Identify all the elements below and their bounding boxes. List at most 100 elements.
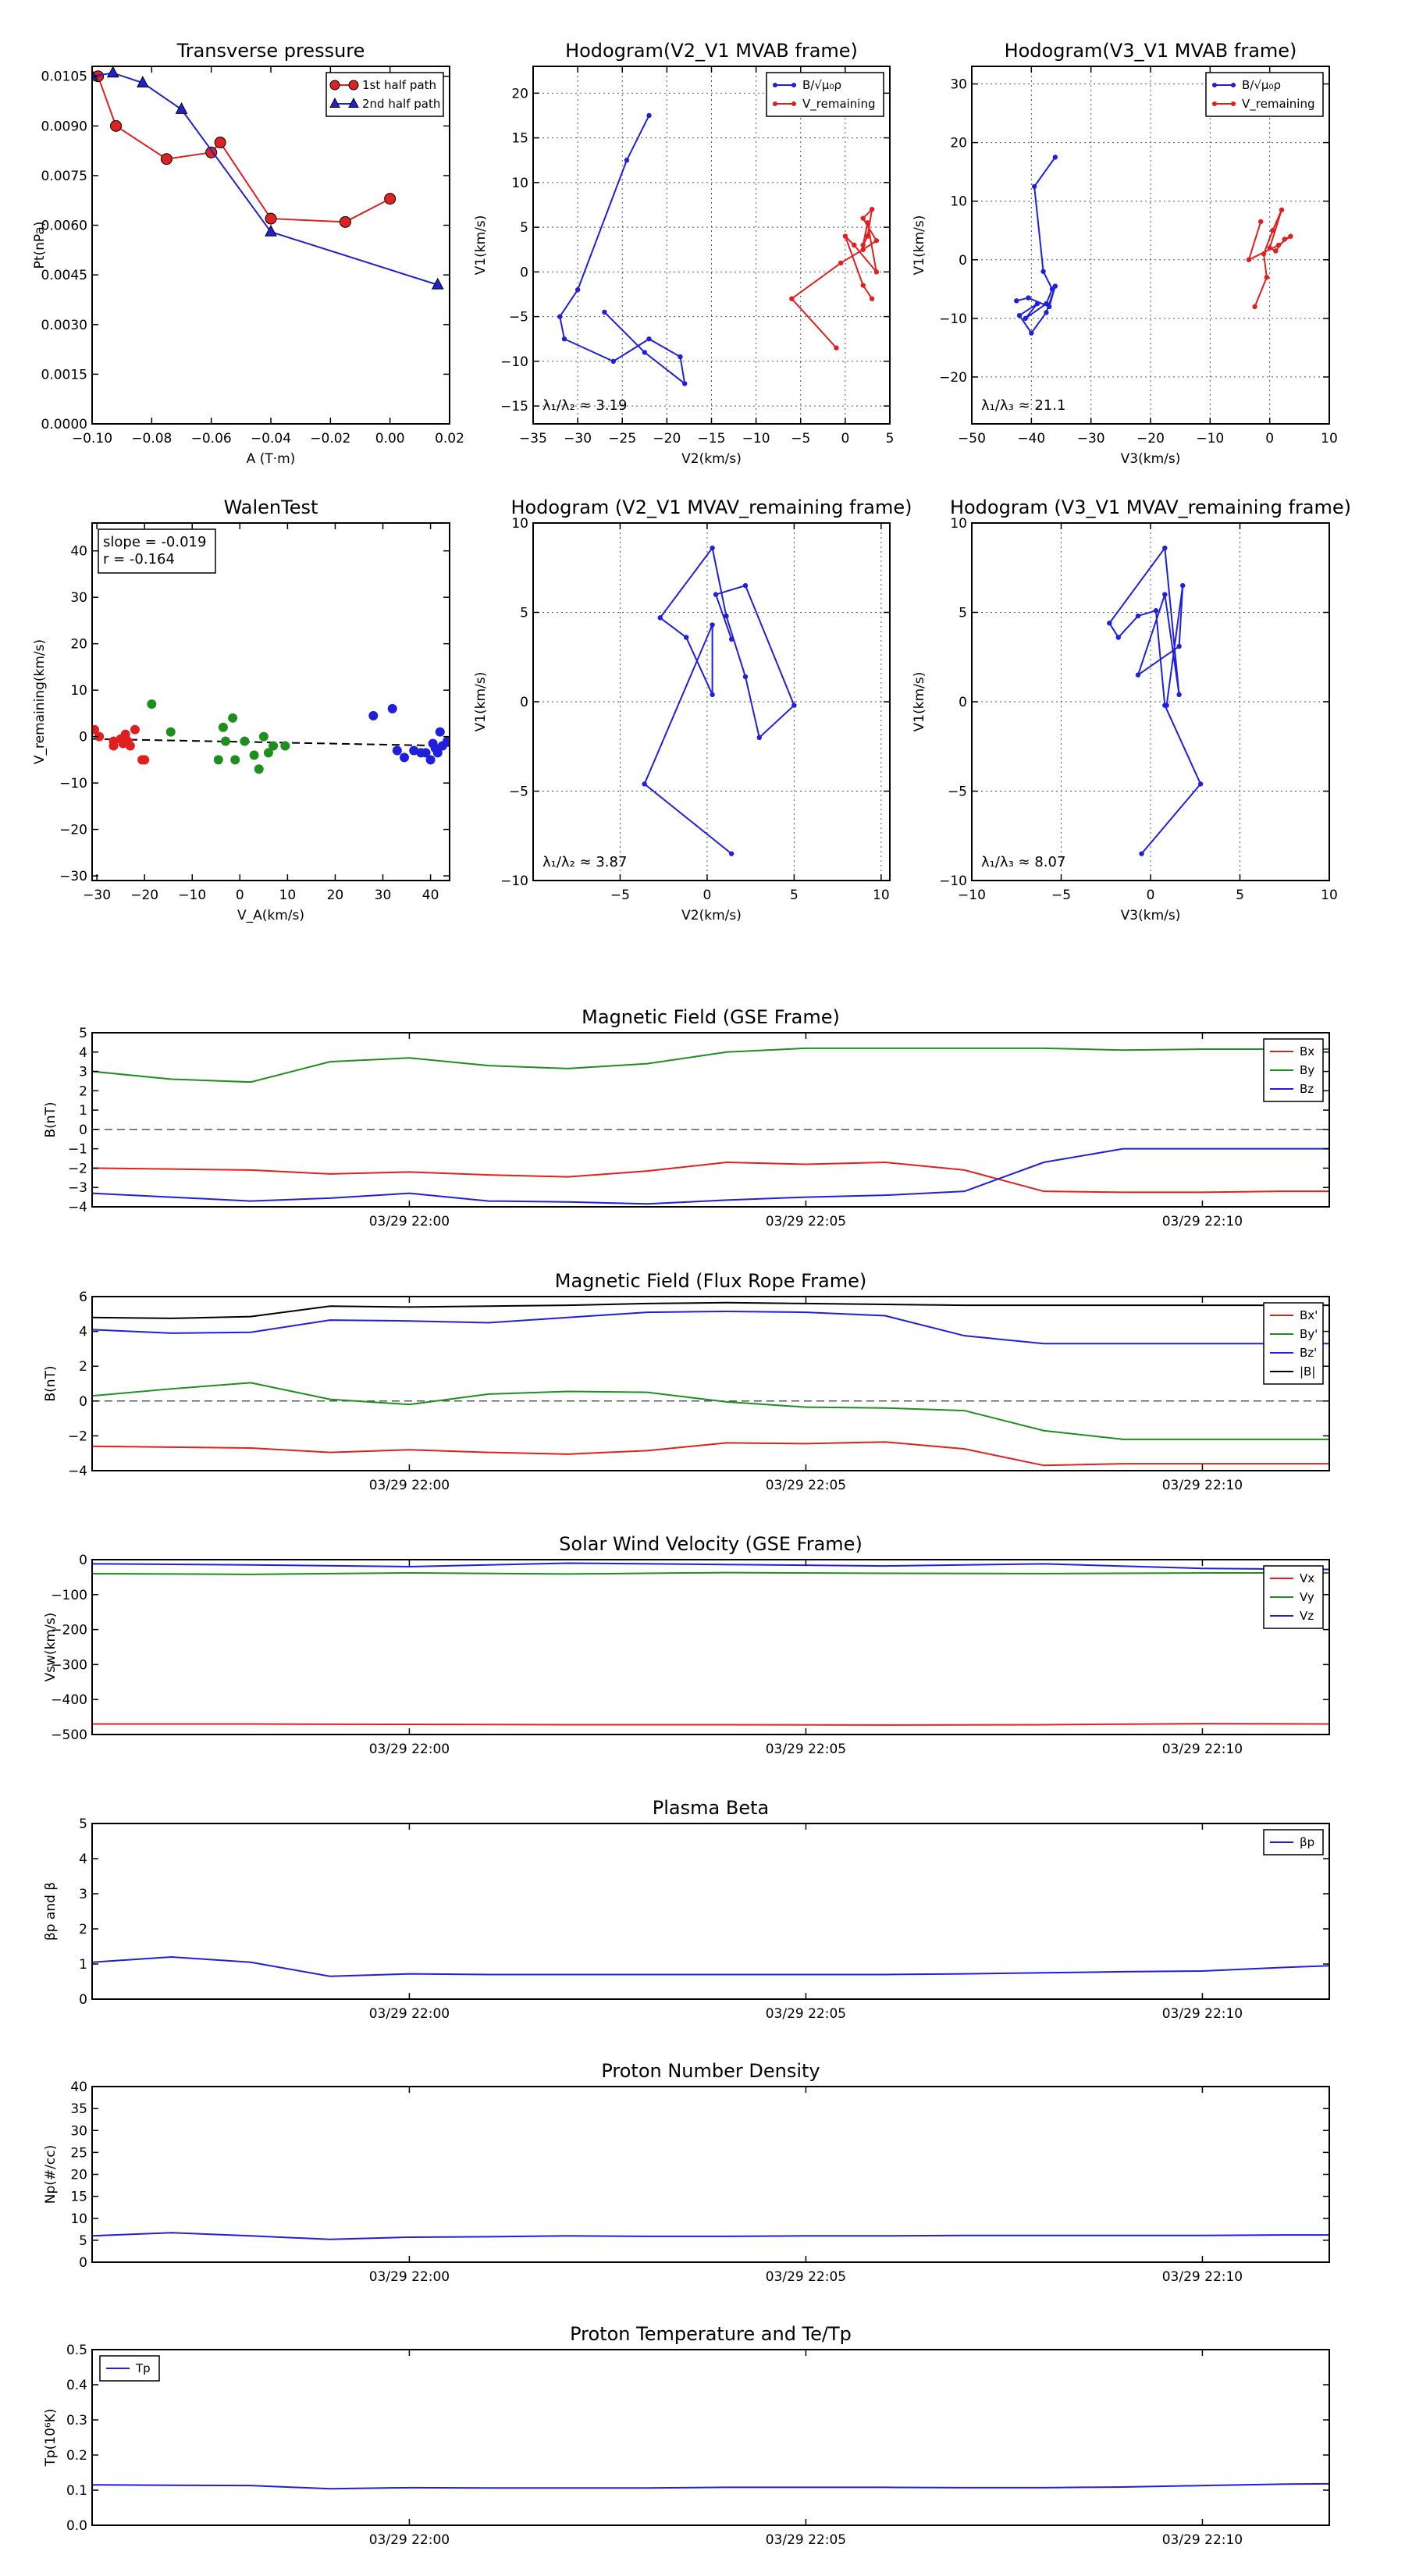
y-tick-label: −20 [939, 370, 967, 386]
legend-label: 1st half path [362, 78, 436, 92]
scatter-point [213, 755, 223, 765]
y-tick-label: 0 [520, 265, 528, 280]
x-tick-label: −15 [698, 431, 726, 447]
y-tick-label: 0.1 [66, 2483, 87, 2499]
chart-tpt: Proton Temperature and Te/Tp 03/29 22:00 0… [43, 2323, 1330, 2548]
y-axis-label: B(nT) [43, 1101, 59, 1137]
chart-h4: Hodogram (V3_V1 MVAV_remaining frame) −10… [912, 496, 1351, 923]
y-tick-label: −5 [509, 310, 528, 326]
series-line-Np [92, 2232, 1329, 2240]
data-point [1139, 851, 1144, 856]
data-point [860, 242, 866, 248]
data-point [710, 622, 715, 628]
legend-label: Vx [1300, 1571, 1314, 1585]
y-tick-label: 0.0045 [41, 268, 87, 283]
data-point [1264, 275, 1270, 280]
scatter-point [269, 741, 279, 751]
plot-frame [91, 522, 450, 881]
y-tick-label: 0.0075 [41, 169, 87, 184]
scatter-point [435, 727, 445, 737]
x-tick-label: −5 [610, 888, 630, 903]
x-tick-label: 03/29 22:10 [1162, 1742, 1243, 1757]
y-tick-label: 0.0090 [41, 119, 87, 134]
data-point [865, 233, 870, 239]
plot-area [1014, 155, 1293, 336]
x-tick-label: 0 [1265, 431, 1274, 447]
legend: βp [1263, 1829, 1324, 1856]
data-point [869, 296, 875, 301]
x-tick-label: −5 [791, 431, 810, 447]
x-tick-label: −10 [178, 888, 206, 903]
scatter-point [147, 699, 157, 709]
series-line-By [92, 1047, 1329, 1083]
data-point [713, 592, 719, 597]
y-tick-label: 0 [79, 1123, 87, 1138]
y-tick-label: 10 [70, 2211, 87, 2227]
plot-area [557, 112, 880, 386]
data-point [1031, 183, 1037, 190]
legend-label: 2nd half path [362, 97, 440, 111]
series-line-0 [1108, 546, 1202, 855]
x-tick-label: 0 [703, 888, 712, 903]
y-tick-label: 15 [511, 131, 528, 147]
y-tick-label: 20 [70, 637, 87, 653]
plot-area [92, 1047, 1329, 1205]
plot-area [92, 1955, 1329, 1977]
y-tick-label: 10 [950, 516, 967, 532]
legend-label: Tp [135, 2361, 151, 2375]
series-line-βp [92, 1955, 1329, 1977]
data-point [106, 66, 119, 78]
y-tick-label: 2 [79, 1359, 87, 1375]
y-tick-label: −10 [500, 873, 528, 889]
data-point [557, 314, 563, 319]
chart-walen: WalenTest −30 −20 −10 0 10 20 30 40 −30 −20 −10 0 10 2… [32, 496, 450, 923]
chart-h1: Hodogram(V2_V1 MVAB frame) −35 −30 −25 −20 −1… [473, 40, 894, 467]
y-tick-label: 5 [79, 1816, 87, 1832]
legend-marker [1231, 83, 1236, 87]
data-point [1261, 251, 1267, 257]
scatter-point [240, 736, 250, 746]
y-tick-label: 15 [70, 2190, 87, 2205]
plot-frame [91, 2349, 1330, 2526]
scatter-point [425, 755, 436, 765]
series-line-|B| [92, 1301, 1329, 1319]
y-tick-label: 40 [70, 2080, 87, 2095]
chart-vsw: Solar Wind Velocity (GSE Frame) 03/29 22:… [43, 1533, 1330, 1757]
data-point [1252, 304, 1257, 310]
x-tick-label: 03/29 22:00 [369, 1214, 450, 1229]
x-axis-label: V2(km/s) [681, 451, 742, 467]
x-tick-label: −10 [742, 431, 770, 447]
y-tick-label: −20 [59, 823, 87, 838]
chart-title: Proton Number Density [601, 2060, 820, 2082]
y-tick-label: 2 [79, 1083, 87, 1099]
data-point [1135, 613, 1141, 619]
x-tick-label: −0.06 [191, 431, 232, 447]
x-tick-label: −20 [1136, 431, 1165, 447]
annotation: λ₁/λ₃ ≈ 21.1 [981, 397, 1065, 414]
data-point [646, 112, 652, 119]
data-point [710, 692, 715, 698]
y-tick-label: 5 [79, 1026, 87, 1041]
chart-title: Transverse pressure [176, 40, 365, 62]
x-tick-label: 40 [422, 888, 439, 903]
plot-frame [91, 66, 450, 425]
data-point [865, 220, 870, 226]
y-tick-label: −4 [68, 1200, 87, 1215]
y-tick-label: 3 [79, 1887, 87, 1902]
data-point [265, 224, 277, 237]
plot-area [92, 2482, 1329, 2490]
x-tick-label: −0.04 [251, 431, 291, 447]
data-point [1164, 703, 1169, 708]
data-point [602, 309, 607, 315]
y-tick-label: 0.0015 [41, 367, 87, 382]
x-tick-label: −10 [958, 888, 986, 903]
legend-label: Bz' [1300, 1346, 1317, 1360]
data-point [1047, 304, 1052, 310]
chart-title: Solar Wind Velocity (GSE Frame) [559, 1533, 863, 1555]
data-point [1162, 545, 1168, 551]
legend-marker [329, 80, 340, 91]
legend-box [325, 72, 444, 117]
legend-label: Vz [1300, 1609, 1314, 1623]
x-tick-label: 10 [873, 888, 890, 903]
y-tick-label: 0 [79, 730, 87, 745]
